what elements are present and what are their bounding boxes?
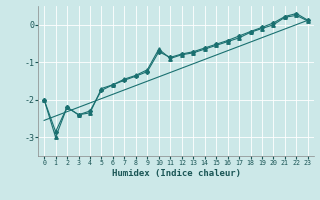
X-axis label: Humidex (Indice chaleur): Humidex (Indice chaleur) xyxy=(111,169,241,178)
